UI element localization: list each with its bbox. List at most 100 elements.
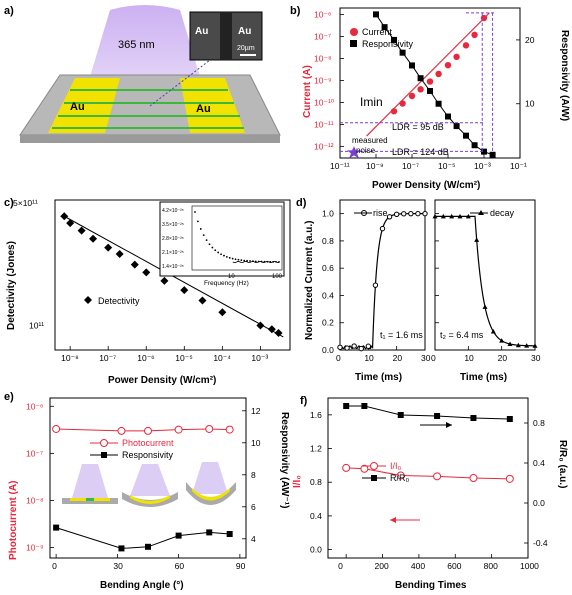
detectivity-point: [115, 250, 124, 259]
panel-d-rise-frame: [339, 199, 426, 351]
responsivity-e-point: [175, 532, 182, 539]
inset-point: [249, 260, 251, 262]
ldr124-annotation: LDR = 124 dB: [392, 147, 449, 157]
arrow-left-icon: [390, 517, 396, 523]
responsivity-point: [373, 11, 379, 18]
inset-point: [196, 220, 199, 223]
rise-curve: [339, 213, 426, 350]
current-point: [453, 53, 460, 61]
responsivity-point: [409, 62, 415, 69]
c-ytick-top: 5×10¹¹: [13, 198, 38, 208]
panel-d-xlabel-decay: Time (ms): [460, 372, 507, 383]
responsivity-e-line: [55, 527, 230, 549]
inset-frame: [191, 205, 283, 271]
b-xtick-label: 10⁻⁵: [438, 161, 455, 171]
inset-point: [231, 257, 234, 260]
inset-point: [237, 258, 240, 261]
e-ytick-label: 10⁻⁹: [26, 543, 44, 553]
detectivity-point: [77, 226, 86, 235]
legend-current: Current: [362, 27, 393, 37]
b-ytick-label: 10⁻⁹: [314, 76, 332, 86]
photocurrent-point: [52, 424, 61, 433]
e-ytick-label: 10⁻⁶: [26, 401, 43, 411]
rise-point: [337, 344, 343, 350]
detectivity-point: [104, 243, 113, 252]
panel-e-frame: [49, 397, 247, 559]
photocurrent-point: [225, 425, 234, 434]
legend-ii0: I/I₀: [390, 461, 402, 471]
panel-d-plot: 0.00.20.40.60.81.00 10 20 30 0 10 20 30: [322, 209, 541, 363]
decay-point: [449, 213, 455, 219]
decay-point: [507, 341, 513, 346]
panel-e-ylabel-left: Photocurrent (A): [8, 481, 19, 560]
legend-resp-marker: [101, 452, 107, 458]
panel-b-plot: 10⁻¹¹ 10⁻⁹ 10⁻⁷ 10⁻⁵ 10⁻³ 10⁻¹ 10⁻¹² 10⁻¹¹ 10⁻¹⁰…: [314, 10, 535, 171]
noise-annotation-2: noise: [356, 146, 376, 155]
zoom-line: [149, 59, 211, 107]
substrate-bent1: [122, 492, 178, 507]
rise-point: [393, 211, 400, 217]
panel-c-xlabel: Power Density (W/cm²): [108, 375, 216, 386]
inset-point: [208, 243, 211, 246]
b-xtick-label: 10⁻⁹: [366, 161, 384, 171]
noise-inset: [159, 201, 285, 277]
e-rtick-label: 10: [251, 438, 261, 448]
current-point: [417, 86, 424, 93]
inset-point: [205, 239, 208, 242]
f-xtick-label: 1000: [520, 561, 539, 571]
au-label-left: Au: [70, 101, 85, 113]
panel-b-letter: b): [290, 5, 301, 17]
decay-point: [524, 343, 530, 348]
rr0-line: [346, 405, 510, 420]
inset-point: [220, 253, 222, 256]
panel-a: a) 365 nm Au Au Au Au 20µm: [4, 5, 281, 143]
f-rtick-label: 0.8: [533, 418, 545, 428]
wavelength-label: 365 nm: [118, 39, 155, 51]
legend-responsivity-marker: [350, 40, 357, 47]
panel-c-ylabel: Detectivity (Jones): [6, 241, 17, 330]
legend-detectivity: Detectivity: [98, 296, 140, 306]
noise-star-icon: [347, 146, 361, 159]
responsivity-e-point: [226, 531, 233, 537]
inset-ytick-label: 2.8×10⁻²⁵: [162, 236, 184, 242]
responsivity-point: [391, 36, 397, 43]
inset-ytick-label: 4.2×10⁻²⁵: [162, 208, 184, 214]
rr0-point: [361, 403, 368, 409]
current-point: [435, 70, 442, 78]
inset-ytick-label: 1.4×10⁻²⁵: [162, 264, 184, 270]
panel-f-letter: f): [300, 395, 308, 407]
nanowires: [52, 89, 244, 129]
ii0-point: [469, 474, 478, 482]
ii0-point: [360, 464, 369, 473]
ii0-point: [505, 474, 514, 483]
current-point: [399, 100, 406, 107]
detectivity-point: [256, 321, 265, 330]
detectivity-point: [274, 329, 283, 338]
panel-b-ylabel-right: Responsivity (A/W): [559, 30, 570, 121]
d-ytick-label: 0.0: [322, 345, 334, 355]
inset-point: [194, 211, 196, 213]
rise-point: [351, 343, 357, 349]
inset-point: [199, 228, 202, 230]
beam-bent2: [192, 462, 228, 494]
panel-f-frame: [327, 397, 529, 559]
au-bent2: [192, 488, 230, 501]
inset-point: [246, 259, 249, 262]
detectivity-point: [180, 286, 189, 295]
responsivity-point: [381, 24, 388, 31]
substrate-bent2: [186, 482, 236, 505]
substrate-edge: [20, 135, 280, 143]
inset-ytick-label: 3.5×10⁻²⁵: [162, 222, 184, 228]
e-ytick-label: 10⁻⁷: [26, 448, 43, 458]
inset-point: [228, 256, 231, 259]
panel-c: c) 10⁻⁸ 10⁻⁷ 10⁻⁶ 10⁻⁵ 10⁻⁴ 10⁻³ 5×10¹¹ 10¹¹ Po…: [4, 197, 291, 386]
inset-xtick-label: 100: [272, 274, 283, 280]
current-point: [426, 78, 434, 85]
c-xtick-label: 10⁻⁸: [61, 353, 79, 363]
rr0-point: [434, 413, 441, 419]
legend-rise: rise: [373, 208, 388, 218]
current-point: [444, 61, 452, 69]
decay-time-label: t₂ = 6.4 ms: [440, 330, 484, 340]
d-xtick-label: 10: [364, 353, 374, 363]
